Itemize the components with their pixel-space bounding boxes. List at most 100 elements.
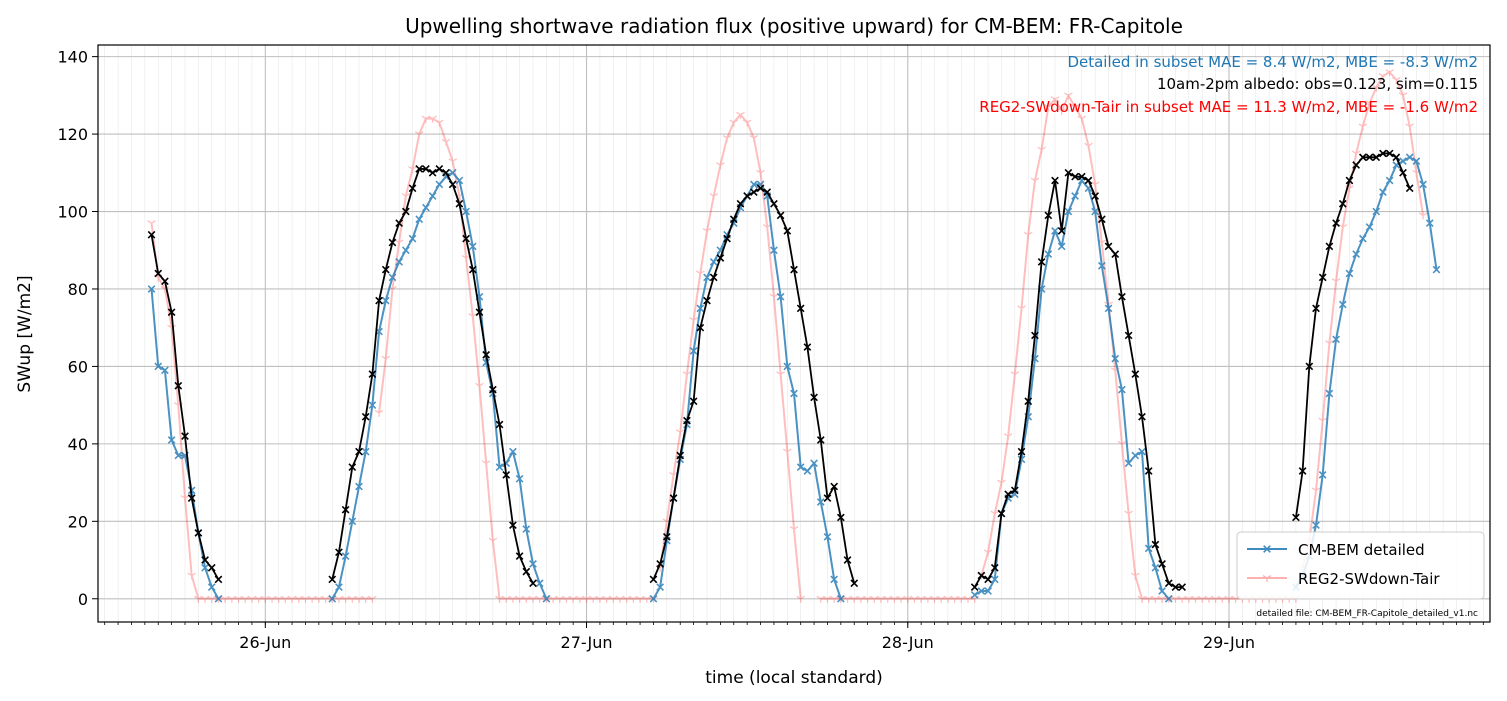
data-point	[548, 595, 558, 603]
data-point	[1137, 595, 1147, 603]
data-point	[984, 587, 992, 595]
data-point	[187, 572, 197, 580]
series-line	[974, 179, 1170, 600]
data-point	[1379, 188, 1387, 197]
legend-box	[1236, 531, 1485, 600]
data-point	[790, 389, 798, 398]
legend-symbol-cm-bem	[1247, 545, 1287, 553]
data-point	[1418, 212, 1428, 220]
data-point	[1399, 168, 1407, 177]
data-point	[816, 498, 825, 506]
data-point	[890, 595, 899, 603]
data-point	[495, 595, 504, 603]
data-point	[448, 168, 457, 177]
data-point	[1144, 467, 1153, 475]
data-point	[649, 594, 658, 603]
data-point	[743, 192, 752, 200]
data-point	[220, 595, 230, 603]
data-point	[749, 134, 759, 142]
data-point	[1010, 486, 1019, 495]
data-point	[314, 595, 324, 603]
data-point	[1151, 595, 1160, 603]
data-point	[528, 595, 538, 603]
data-point	[515, 552, 524, 561]
data-point	[1111, 250, 1120, 258]
x-tick-label: 29-Jun	[1203, 633, 1255, 652]
data-point	[615, 595, 625, 603]
data-point	[495, 595, 504, 603]
data-point	[1365, 100, 1374, 108]
data-point	[1164, 579, 1173, 588]
data-point	[716, 162, 725, 170]
data-point	[1425, 219, 1434, 227]
data-point	[335, 583, 343, 592]
y-tick-label: 60	[68, 357, 88, 376]
data-point	[194, 595, 203, 603]
data-point	[1031, 331, 1039, 340]
data-point	[810, 393, 818, 402]
data-point	[1399, 157, 1407, 166]
data-point	[1037, 257, 1046, 266]
data-point	[656, 583, 665, 592]
data-point	[1131, 370, 1140, 379]
data-point	[1084, 142, 1093, 150]
data-point	[629, 595, 638, 603]
data-point	[803, 343, 812, 351]
data-point	[381, 296, 390, 305]
data-point	[147, 230, 156, 239]
data-point	[1385, 149, 1394, 158]
series-line	[973, 171, 1183, 589]
data-point	[354, 595, 364, 603]
data-point	[896, 595, 906, 603]
data-point	[722, 134, 732, 142]
data-point	[1325, 389, 1334, 398]
data-point	[1352, 250, 1361, 258]
data-point	[1318, 417, 1328, 425]
data-point	[361, 447, 370, 456]
footnote: detailed file: CM-BEM_FR-Capitole_detail…	[1256, 609, 1478, 619]
data-point	[535, 595, 545, 603]
data-point	[174, 451, 183, 460]
series-line	[1295, 152, 1411, 518]
data-point	[984, 575, 992, 584]
data-point	[869, 595, 879, 603]
data-point	[756, 169, 765, 177]
data-point	[1432, 265, 1441, 274]
data-point	[1077, 172, 1086, 181]
data-point	[368, 370, 377, 379]
data-point	[642, 595, 652, 603]
y-tick-label: 140	[57, 48, 88, 67]
data-point	[509, 521, 517, 530]
data-point	[723, 234, 731, 243]
data-point	[488, 385, 497, 394]
data-point	[428, 168, 437, 177]
data-point	[341, 595, 350, 603]
data-point	[683, 416, 691, 425]
data-point	[414, 131, 424, 139]
data-point	[361, 412, 370, 421]
data-point	[1372, 153, 1381, 162]
data-point	[415, 165, 424, 173]
data-point	[1070, 104, 1080, 111]
data-point	[435, 165, 444, 173]
series-line	[378, 117, 501, 599]
data-point	[401, 246, 410, 255]
data-point	[1292, 513, 1300, 522]
data-point	[682, 371, 692, 379]
data-point	[930, 595, 939, 603]
data-point	[542, 594, 551, 603]
data-point	[260, 595, 270, 603]
data-point	[348, 463, 357, 471]
data-point	[488, 537, 498, 545]
data-point	[361, 595, 371, 603]
data-point	[395, 257, 404, 266]
data-point	[1138, 447, 1146, 456]
data-point	[783, 362, 792, 371]
data-point	[194, 529, 203, 537]
data-point	[294, 595, 304, 603]
data-point	[796, 304, 805, 313]
data-point	[1365, 153, 1374, 162]
data-point	[1318, 470, 1327, 479]
data-point	[201, 563, 209, 572]
